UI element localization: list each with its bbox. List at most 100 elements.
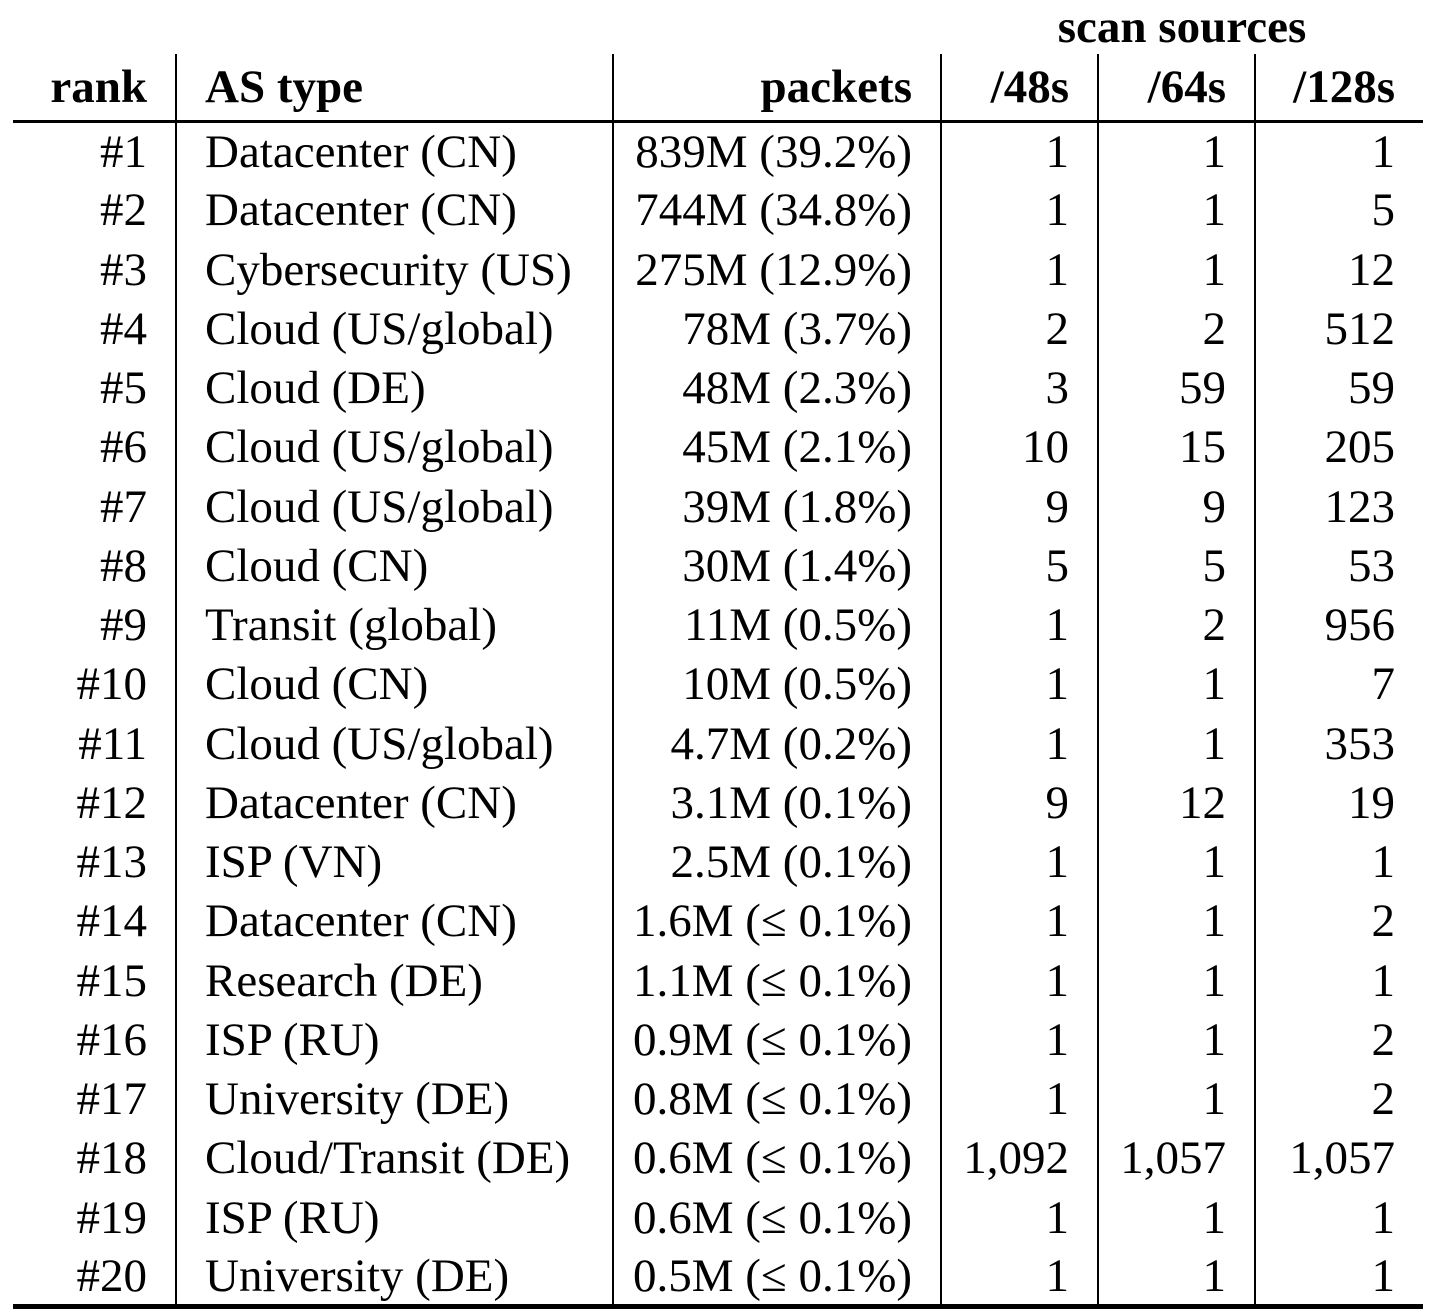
table-row: #7 Cloud (US/global) 39M (1.8%) 9 9 123 [13,477,1424,537]
as-type-cell: Cybersecurity (US) [175,240,613,300]
as-type-cell: Cloud (DE) [175,358,613,418]
sources-48s-cell: 3 [940,358,1098,418]
packets-cell: 1.6M (≤ 0.1%) [612,891,941,951]
packets-cell: 78M (3.7%) [612,299,941,359]
sources-64s-cell: 1 [1097,891,1255,951]
table-row: #19 ISP (RU) 0.6M (≤ 0.1%) 1 1 1 [13,1188,1424,1248]
sources-64s-cell: 1 [1097,951,1255,1011]
sources-128s-cell: 1 [1253,951,1424,1011]
as-type-cell: Cloud (CN) [175,654,613,714]
sources-128s-cell: 512 [1253,299,1424,359]
sources-48s-cell: 1,092 [940,1128,1098,1188]
table-row: #6 Cloud (US/global) 45M (2.1%) 10 15 20… [13,417,1424,477]
sources-128s-cell: 12 [1253,240,1424,300]
as-type-cell: Cloud (US/global) [175,299,613,359]
rank-cell: #17 [76,1073,148,1126]
sources-64s-cell: 1 [1097,240,1255,300]
as-type-cell: ISP (RU) [175,1188,613,1248]
table-row: #18 Cloud/Transit (DE) 0.6M (≤ 0.1%) 1,0… [13,1128,1424,1188]
table-row: #1 Datacenter (CN) 839M (39.2%) 1 1 1 [13,121,1424,181]
sources-64s-cell: 1 [1097,180,1255,240]
sources-128s-cell: 19 [1253,773,1424,833]
table-row: #4 Cloud (US/global) 78M (3.7%) 2 2 512 [13,299,1424,359]
rank-cell: #2 [100,184,147,237]
sources-48s-cell: 1 [940,121,1098,181]
packets-cell: 839M (39.2%) [612,121,941,181]
rank-cell: #14 [76,895,148,948]
column-header-128s: /128s [1253,54,1424,123]
column-header-row: rank AS type packets /48s /64s /128s [13,54,1424,123]
table-row: #5 Cloud (DE) 48M (2.3%) 3 59 59 [13,358,1424,418]
sources-128s-cell: 353 [1253,714,1424,774]
sources-48s-cell: 1 [940,1188,1098,1248]
sources-128s-cell: 1 [1253,832,1424,892]
sources-128s-cell: 956 [1253,595,1424,655]
sources-48s-cell: 1 [940,240,1098,300]
as-type-cell: Transit (global) [175,595,613,655]
sources-64s-cell: 2 [1097,595,1255,655]
rank-cell: #19 [76,1191,148,1244]
column-header-packets: packets [612,54,941,123]
as-scan-sources-table: scan sources rank AS type packets /48s /… [13,0,1424,1309]
table-row: #12 Datacenter (CN) 3.1M (0.1%) 9 12 19 [13,773,1424,833]
rank-cell: #4 [100,302,147,355]
sources-128s-cell: 2 [1253,891,1424,951]
sources-64s-cell: 1 [1097,654,1255,714]
sources-64s-cell: 12 [1097,773,1255,833]
packets-cell: 48M (2.3%) [612,358,941,418]
table-row: #15 Research (DE) 1.1M (≤ 0.1%) 1 1 1 [13,951,1424,1011]
group-header-row: scan sources [13,0,1423,54]
packets-cell: 0.5M (≤ 0.1%) [612,1247,941,1307]
as-type-cell: Cloud (US/global) [175,477,613,537]
table-row: #2 Datacenter (CN) 744M (34.8%) 1 1 5 [13,180,1424,240]
rank-cell: #10 [76,658,148,711]
as-type-cell: Cloud/Transit (DE) [175,1128,613,1188]
table-row: #16 ISP (RU) 0.9M (≤ 0.1%) 1 1 2 [13,1010,1424,1070]
sources-48s-cell: 5 [940,536,1098,596]
sources-48s-cell: 9 [940,477,1098,537]
column-header-48s: /48s [940,54,1098,123]
table-row: #14 Datacenter (CN) 1.6M (≤ 0.1%) 1 1 2 [13,891,1424,951]
rank-cell: #9 [100,599,147,652]
rank-cell: #15 [76,954,148,1007]
rank-cell: #13 [76,836,148,889]
table-row: #20 University (DE) 0.5M (≤ 0.1%) 1 1 1 [13,1247,1424,1307]
sources-128s-cell: 2 [1253,1010,1424,1070]
column-header-64s: /64s [1097,54,1255,123]
sources-128s-cell: 2 [1253,1069,1424,1129]
sources-64s-cell: 1 [1097,121,1255,181]
table-row: #9 Transit (global) 11M (0.5%) 1 2 956 [13,595,1424,655]
rank-cell: #18 [76,1132,148,1185]
packets-cell: 275M (12.9%) [612,240,941,300]
table-row: #13 ISP (VN) 2.5M (0.1%) 1 1 1 [13,832,1424,892]
sources-64s-cell: 15 [1097,417,1255,477]
packets-cell: 45M (2.1%) [612,417,941,477]
as-type-cell: Datacenter (CN) [175,180,613,240]
rank-cell: #6 [100,421,147,474]
sources-64s-cell: 59 [1097,358,1255,418]
as-type-cell: Datacenter (CN) [175,773,613,833]
rank-cell: #7 [100,480,147,533]
sources-64s-cell: 9 [1097,477,1255,537]
packets-cell: 744M (34.8%) [612,180,941,240]
sources-128s-cell: 1,057 [1253,1128,1424,1188]
sources-48s-cell: 1 [940,180,1098,240]
rank-cell: #11 [78,717,147,770]
sources-64s-cell: 1 [1097,714,1255,774]
table-row: #11 Cloud (US/global) 4.7M (0.2%) 1 1 35… [13,714,1424,774]
sources-48s-cell: 1 [940,1069,1098,1129]
sources-64s-cell: 1 [1097,1188,1255,1248]
rank-cell: #12 [76,776,148,829]
rank-cell: #3 [100,243,147,296]
sources-128s-cell: 59 [1253,358,1424,418]
sources-128s-cell: 205 [1253,417,1424,477]
sources-48s-cell: 2 [940,299,1098,359]
sources-48s-cell: 9 [940,773,1098,833]
as-type-cell: Datacenter (CN) [175,891,613,951]
table-row: #3 Cybersecurity (US) 275M (12.9%) 1 1 1… [13,240,1424,300]
table-body: #1 Datacenter (CN) 839M (39.2%) 1 1 1 #2… [13,121,1424,1307]
as-type-cell: Research (DE) [175,951,613,1011]
sources-48s-cell: 1 [940,1247,1098,1307]
sources-64s-cell: 5 [1097,536,1255,596]
